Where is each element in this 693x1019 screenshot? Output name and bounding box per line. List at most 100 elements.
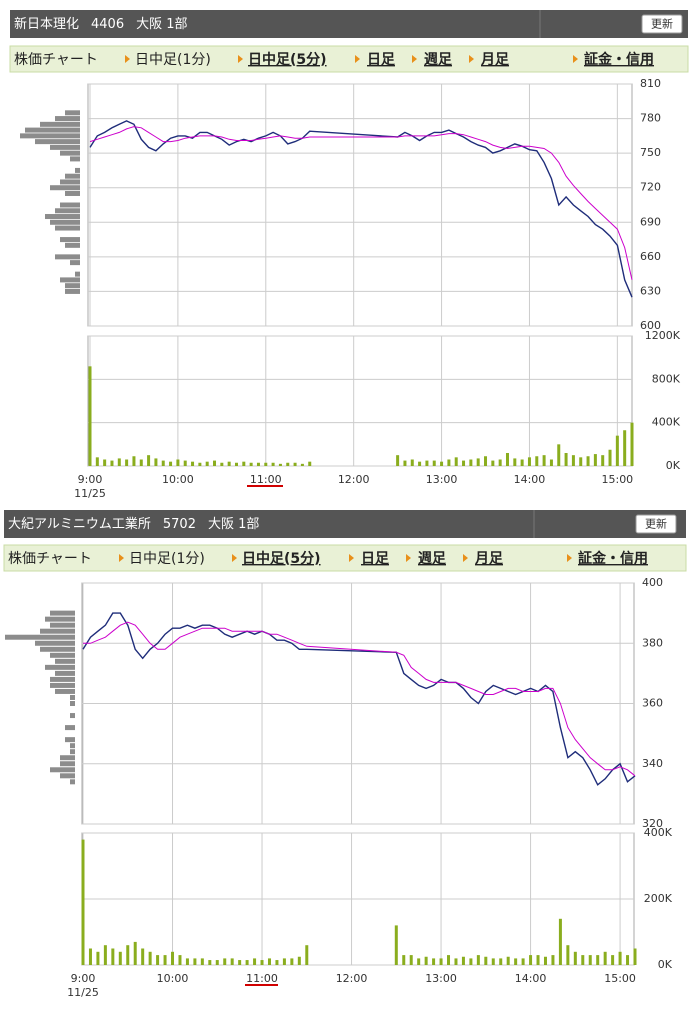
volume-bar [278, 463, 282, 466]
volume-bar [198, 462, 202, 466]
volume-bar [147, 455, 151, 466]
volume-bar [110, 460, 114, 466]
tab[interactable]: 月足 [474, 551, 504, 567]
price-volume-bar [25, 127, 80, 133]
price-volume-bar [40, 646, 75, 652]
volume-bar [417, 958, 421, 965]
volume-bar [491, 460, 495, 466]
volume-bar [208, 960, 212, 965]
tab[interactable]: 月足 [480, 52, 510, 68]
volume-bar [498, 459, 502, 466]
price-volume-bar [40, 121, 80, 127]
price-volume-bar [50, 610, 75, 616]
price-volume-bar [35, 640, 75, 646]
volume-bar [396, 455, 400, 466]
volume-bar [608, 449, 612, 466]
tab[interactable]: 週足 [418, 551, 447, 567]
volume-bar [566, 945, 570, 965]
y-tick-label: 810 [640, 77, 661, 90]
y-tick-label: 380 [642, 636, 663, 649]
volume-bar [454, 457, 458, 466]
tab[interactable]: 日足 [361, 551, 390, 567]
tab-arrow [406, 554, 411, 562]
x-tick-label: 13:00 [426, 473, 458, 486]
tab[interactable]: 証金・信用 [578, 550, 648, 567]
x-tick-label: 12:00 [336, 972, 368, 985]
tab[interactable]: 週足 [424, 52, 453, 68]
tab-bar [3, 544, 687, 572]
y-tick-label: 340 [642, 757, 663, 770]
tab[interactable]: 日中足(5分) [248, 51, 327, 68]
volume-bar [484, 456, 488, 466]
refresh-button-label[interactable]: 更新 [651, 17, 673, 31]
volume-bar [513, 458, 517, 466]
price-volume-bar [50, 652, 75, 658]
volume-bar [571, 455, 575, 466]
volume-bar [286, 462, 290, 466]
x-tick-label: 10:00 [157, 972, 189, 985]
tab-arrow [355, 55, 360, 63]
tab[interactable]: 日中足(5分) [242, 550, 321, 567]
volume-bar [308, 461, 312, 466]
price-volume-bar [20, 133, 80, 139]
volume-bar [103, 945, 107, 965]
refresh-button[interactable] [641, 14, 683, 34]
volume-bar [505, 453, 509, 466]
tab[interactable]: 日中足(1分) [135, 52, 211, 68]
volume-bar [256, 462, 260, 466]
tab: 株価チャート [8, 551, 92, 567]
y-tick-label: 630 [640, 284, 661, 297]
price-volume-bar [60, 755, 75, 761]
y-tick-label: 400K [652, 416, 681, 429]
volume-bar [439, 958, 443, 965]
price-volume-bar [65, 288, 80, 294]
price-volume-bar [55, 658, 75, 664]
header-bar [4, 510, 686, 538]
stock-name: 新日本理化 [14, 16, 79, 32]
date-label: 11/25 [67, 986, 99, 999]
volume-bar [148, 951, 152, 965]
volume-bar [305, 945, 309, 965]
volume-bar [409, 955, 413, 965]
volume-bar [603, 951, 607, 965]
price-volume-bar [50, 144, 80, 150]
price-line [89, 120, 633, 298]
volume-bar [275, 960, 279, 965]
tab-arrow [469, 55, 474, 63]
volume-bar [139, 459, 143, 466]
price-volume-bar [60, 773, 75, 779]
refresh-button-label[interactable]: 更新 [645, 517, 667, 531]
volume-bar [615, 435, 619, 466]
volume-bar [588, 955, 592, 965]
price-volume-bar [55, 225, 80, 231]
tab[interactable]: 日足 [367, 52, 396, 68]
volume-bar [178, 955, 182, 965]
volume-bar [402, 955, 406, 965]
volume-bar [551, 955, 555, 965]
stock-name: 大紀アルミニウム工業所 [8, 516, 151, 532]
y-tick-label: 0K [658, 958, 673, 971]
tab[interactable]: 日中足(1分) [129, 551, 205, 567]
volume-bar [476, 955, 480, 965]
y-tick-label: 600 [640, 319, 661, 332]
price-volume-bar [65, 725, 75, 731]
volume-bar [169, 461, 173, 466]
volume-bar [543, 956, 547, 965]
price-volume-bar [50, 219, 80, 225]
price-volume-bar [65, 173, 80, 179]
price-volume-bar [50, 767, 75, 773]
volume-bar [117, 458, 121, 466]
volume-bar [618, 951, 622, 965]
refresh-button[interactable] [635, 514, 677, 534]
price-volume-bar [50, 622, 75, 628]
volume-bar [297, 956, 301, 965]
volume-bar [230, 958, 234, 965]
y-tick-label: 1200K [645, 329, 681, 342]
volume-bar [156, 955, 160, 965]
volume-bar [601, 455, 605, 466]
price-volume-bar [40, 628, 75, 634]
price-volume-bar [70, 743, 75, 749]
volume-bar [245, 960, 249, 965]
volume-bar [432, 460, 436, 466]
tab[interactable]: 証金・信用 [584, 51, 654, 68]
